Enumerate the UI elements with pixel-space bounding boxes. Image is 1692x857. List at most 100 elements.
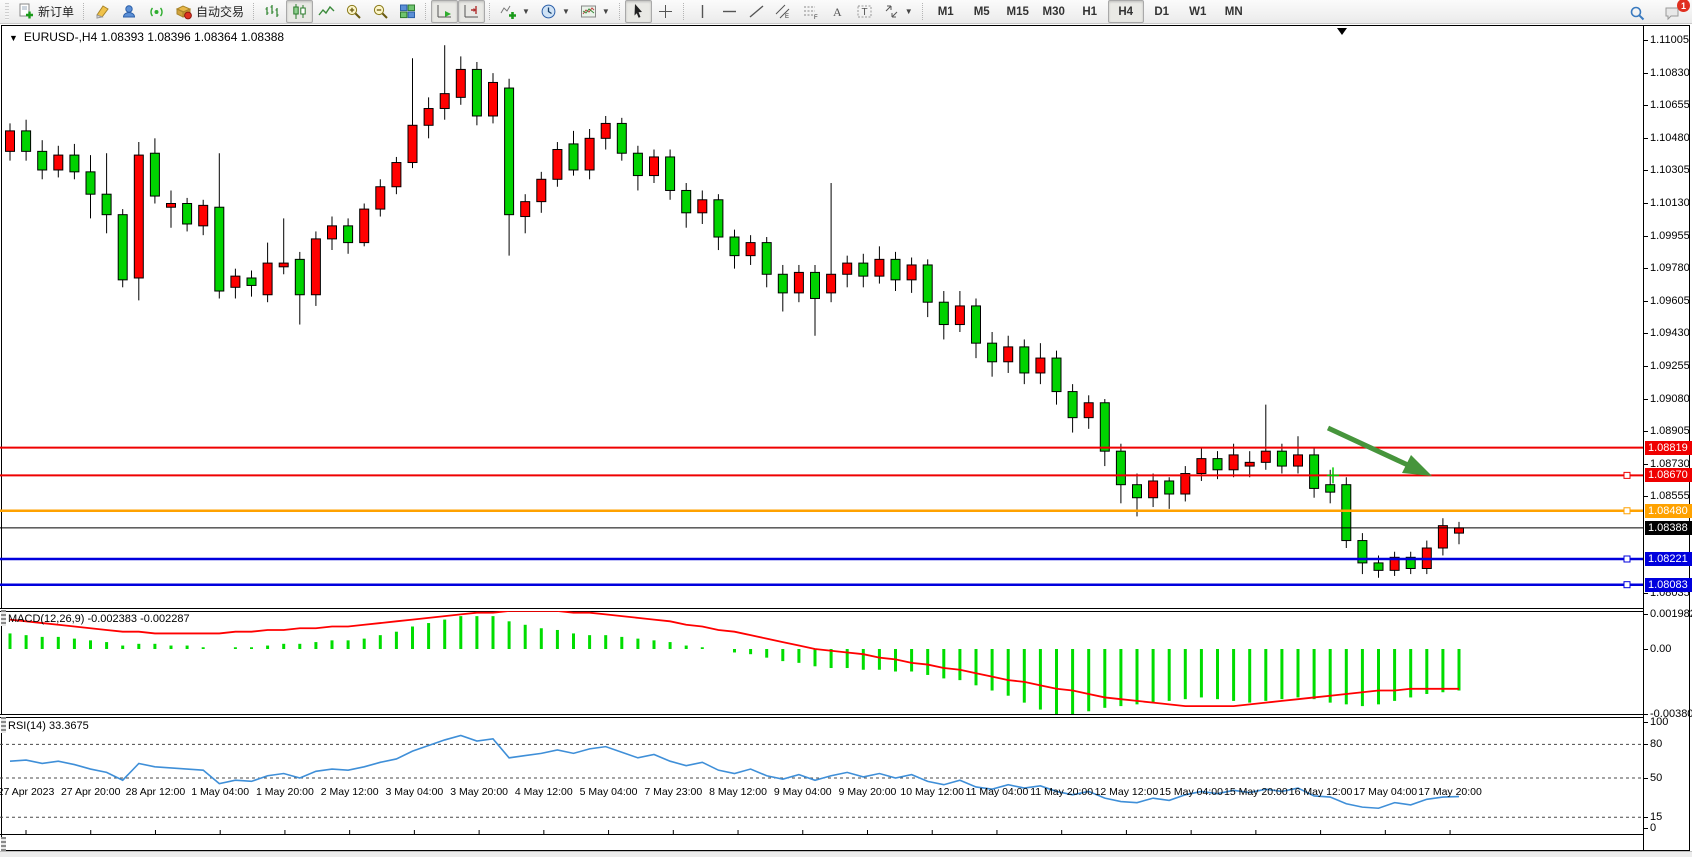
arrows-dropdown[interactable]: ▼ (878, 0, 918, 23)
horizontal-line-button[interactable] (716, 0, 743, 23)
timeframe-mn[interactable]: MN (1224, 5, 1243, 18)
text-label-button[interactable]: T (851, 0, 878, 23)
time-tick: 16 May 12:00 (1288, 786, 1353, 798)
macd-panel[interactable] (0, 611, 1643, 714)
time-tick: 1 May 20:00 (256, 786, 314, 798)
time-tick: 9 May 04:00 (773, 786, 832, 798)
time-tick: 12 May 12:00 (1094, 786, 1159, 798)
signals-button[interactable] (143, 0, 170, 23)
fibonacci-button[interactable]: F (797, 0, 824, 23)
macd-tick: 0.001982 (1650, 608, 1692, 621)
price-line-badge: 1.08388 (1645, 520, 1692, 535)
time-tick: 27 Apr 20:00 (60, 786, 121, 798)
price-tick: 1.09080 (1650, 392, 1690, 405)
line-chart-icon (318, 5, 335, 16)
timeframe-m30[interactable]: M30 (1042, 5, 1065, 18)
cursor-button[interactable] (624, 0, 652, 23)
cursor-icon (634, 4, 642, 18)
macd-panel-grip[interactable] (1, 610, 6, 626)
macd-tick: -0.003804 (1650, 708, 1692, 721)
price-tick: 1.09255 (1650, 359, 1690, 372)
panel-separator[interactable] (0, 714, 1643, 718)
panel-separator[interactable] (0, 608, 1643, 612)
timeframe-d1[interactable]: D1 (1154, 5, 1170, 18)
timeframe-w1[interactable]: W1 (1189, 5, 1207, 18)
price-tick: 1.09430 (1650, 327, 1690, 340)
svg-text:E: E (785, 14, 789, 20)
indicators-dropdown[interactable]: ▼ (495, 0, 535, 23)
zoom-out-button[interactable] (367, 0, 394, 23)
scroll-to-end-marker[interactable] (1337, 28, 1347, 35)
toolbar-separator (425, 3, 427, 20)
price-tick: 1.09605 (1650, 294, 1690, 307)
price-line-badge: 1.08480 (1645, 503, 1692, 518)
autotrade-button[interactable]: 自动交易 (170, 0, 249, 23)
price-axis-line (1643, 26, 1644, 851)
styler-icon (96, 5, 109, 19)
chart-window: ▼ EURUSD-,H4 1.08393 1.08396 1.08364 1.08… (1, 25, 1690, 851)
candlestick-chart-button[interactable] (286, 0, 314, 23)
timeframe-m1[interactable]: M1 (937, 5, 954, 18)
community-button[interactable] (116, 0, 143, 23)
toolbar-separator (83, 3, 85, 20)
search-button[interactable] (1624, 2, 1651, 25)
time-tick: 1 May 04:00 (191, 786, 250, 798)
time-tick: 9 May 20:00 (838, 786, 897, 798)
toolbar-separator (682, 3, 685, 20)
rsi-panel-grip[interactable] (1, 717, 6, 733)
crosshair-button[interactable] (652, 0, 679, 23)
rsi-panel[interactable] (0, 717, 1643, 834)
time-tick: 3 May 20:00 (450, 786, 509, 798)
price-tick: 1.10830 (1650, 66, 1690, 79)
equidistant-channel-button[interactable]: E (770, 0, 797, 23)
time-tick: 7 May 23:00 (644, 786, 703, 798)
price-line-badge: 1.08819 (1645, 440, 1692, 455)
rsi-label: RSI(14) 33.3675 (8, 720, 89, 732)
periods-dropdown[interactable]: ▼ (535, 0, 575, 23)
price-line-badge: 1.08083 (1645, 577, 1692, 592)
timeframe-h1[interactable]: H1 (1082, 5, 1098, 18)
chart-shift-button[interactable] (458, 0, 486, 23)
rsi-tick: 0 (1650, 821, 1657, 834)
new-order-button[interactable]: 新订单 (12, 0, 79, 23)
time-tick: 8 May 12:00 (709, 786, 767, 798)
notifications-button[interactable]: 1 (1659, 0, 1690, 25)
dropdown-caret: ▼ (601, 7, 610, 16)
collapse-caret-icon[interactable]: ▼ (9, 33, 18, 43)
chart-title-row: ▼ EURUSD-,H4 1.08393 1.08396 1.08364 1.08… (9, 30, 284, 44)
time-tick: 11 May 04:00 (965, 786, 1029, 798)
zoom-in-button[interactable] (340, 0, 367, 23)
timeframe-m15[interactable]: M15 (1006, 5, 1029, 18)
styler-button[interactable] (89, 0, 116, 23)
trendline-button[interactable] (743, 0, 770, 23)
tile-windows-button[interactable] (394, 0, 421, 23)
auto-scroll-icon (437, 5, 452, 18)
indicators-icon (500, 5, 517, 19)
price-tick: 1.10130 (1650, 197, 1690, 209)
timeframe-m5[interactable]: M5 (973, 5, 990, 18)
autotrade-label: 自动交易 (196, 5, 245, 19)
price-tick: 1.10480 (1650, 131, 1690, 144)
status-strip (0, 851, 1692, 857)
vertical-line-button[interactable] (689, 0, 716, 23)
timeframe-h4[interactable]: H4 (1107, 0, 1144, 23)
price-tick: 1.09955 (1650, 229, 1690, 242)
bar-chart-button[interactable] (259, 0, 286, 23)
text-button[interactable]: A (824, 0, 851, 23)
search-icon (1630, 6, 1645, 21)
time-tick: 27 Apr 2023 (0, 786, 55, 798)
svg-text:T: T (861, 7, 867, 18)
time-axis-grip[interactable] (1, 837, 6, 853)
line-chart-button[interactable] (313, 0, 340, 23)
time-tick: 4 May 12:00 (514, 786, 573, 798)
time-tick: 15 May 04:00 (1159, 786, 1223, 798)
templates-dropdown[interactable]: ▼ (575, 0, 615, 23)
toolbar-grip[interactable] (5, 3, 9, 20)
price-line-badge: 1.08221 (1645, 551, 1692, 566)
clock-icon (541, 4, 556, 19)
price-chart[interactable] (0, 40, 1643, 608)
equidistant-channel-icon: E (775, 4, 790, 20)
price-tick: 1.08730 (1650, 457, 1690, 470)
auto-scroll-button[interactable] (431, 0, 459, 23)
